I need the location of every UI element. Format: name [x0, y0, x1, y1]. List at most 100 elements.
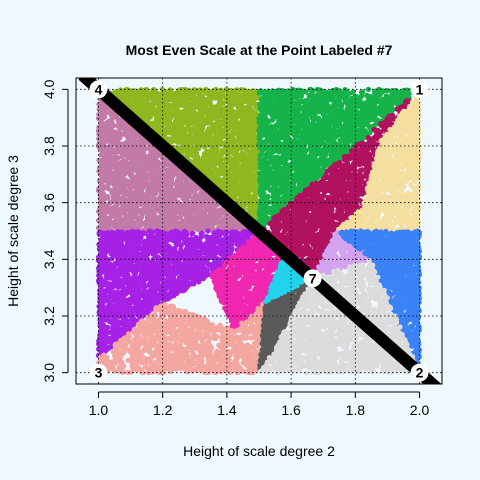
scatter-point	[338, 105, 344, 111]
scatter-point	[199, 127, 205, 133]
scatter-point	[287, 149, 293, 155]
scatter-point	[354, 101, 360, 107]
scatter-point	[262, 184, 269, 190]
scatter-point	[316, 115, 322, 121]
scatter-point	[337, 138, 343, 144]
scatter-point	[268, 142, 275, 148]
scatter-point	[214, 153, 220, 159]
scatter-point	[186, 120, 192, 126]
scatter-point	[284, 161, 290, 167]
scatter-point	[251, 160, 257, 166]
scatter-point	[310, 153, 316, 159]
scatter-point	[154, 108, 160, 114]
scatter-point	[242, 161, 248, 167]
scatter-point	[257, 165, 263, 171]
scatter-point	[396, 92, 402, 98]
scatter-point	[309, 115, 315, 121]
scatter-point	[351, 126, 357, 132]
scatter-point	[321, 117, 327, 123]
scatter-point	[191, 96, 197, 102]
scatter-point	[293, 152, 300, 158]
scatter-point	[311, 163, 317, 170]
scatter-point	[346, 91, 352, 97]
scatter-point	[348, 100, 354, 106]
scatter-point	[211, 163, 217, 169]
scatter-point	[161, 112, 167, 118]
scatter-point	[237, 174, 243, 180]
scatter-point	[392, 88, 398, 94]
scatter-point	[205, 120, 212, 126]
scatter-point	[300, 116, 306, 122]
scatter-point	[322, 109, 328, 115]
scatter-point	[321, 99, 327, 105]
scatter-point	[230, 90, 236, 96]
scatter-point	[274, 170, 280, 176]
scatter-point	[267, 172, 273, 179]
scatter-point	[238, 113, 245, 119]
scatter-point	[232, 113, 238, 119]
x-axis-label: Height of scale degree 2	[183, 443, 335, 459]
scatter-point	[264, 107, 270, 113]
scatter-point	[145, 100, 151, 106]
scatter-point	[231, 109, 237, 115]
scatter-point	[309, 93, 315, 99]
scatter-point	[266, 154, 272, 160]
scatter-point	[301, 89, 307, 95]
scatter-point	[374, 97, 380, 103]
scatter-point	[260, 189, 266, 195]
scatter-point	[262, 89, 268, 95]
scatter-point	[138, 103, 145, 110]
scatter-point	[129, 102, 135, 109]
scatter-point	[209, 147, 215, 154]
scatter-point	[248, 149, 254, 155]
scatter-point	[187, 146, 193, 152]
scatter-point	[277, 146, 283, 152]
scatter-point	[282, 100, 288, 106]
scatter-point	[289, 114, 295, 120]
scatter-point	[230, 149, 236, 155]
scatter-point	[168, 89, 174, 95]
scatter-point	[167, 111, 173, 117]
scatter-point	[365, 111, 372, 118]
scatter-point	[206, 137, 212, 143]
scatter-point	[257, 178, 263, 184]
scatter-point	[404, 87, 410, 93]
scatter-point	[361, 121, 367, 127]
scatter-point	[197, 132, 203, 138]
scatter-point	[244, 111, 250, 117]
scatter-point	[242, 118, 249, 124]
scatter-point	[331, 117, 337, 123]
scatter-point	[198, 95, 204, 101]
scatter-point	[281, 125, 287, 131]
scatter-point	[220, 148, 226, 154]
scatter-point	[343, 125, 349, 131]
scatter-point	[382, 102, 388, 108]
scatter-point	[253, 189, 259, 195]
scatter-point	[393, 98, 399, 104]
scatter-point	[149, 96, 155, 102]
scatter-point	[227, 100, 233, 106]
scatter-point	[386, 106, 392, 112]
scatter-point	[190, 153, 196, 159]
scatter-point	[274, 91, 280, 98]
scatter-point	[217, 112, 223, 118]
scatter-point	[300, 172, 307, 178]
scatter-point	[249, 91, 255, 97]
scatter-point	[246, 178, 252, 184]
scatter-point	[292, 105, 298, 111]
scatter-point	[195, 154, 201, 160]
scatter-point	[259, 215, 265, 221]
scatter-point	[375, 92, 381, 98]
scatter-point	[279, 165, 285, 172]
scatter-point	[268, 101, 274, 107]
scatter-point	[302, 111, 308, 117]
scatter-point	[273, 103, 280, 110]
scatter-point	[232, 137, 238, 143]
scatter-point	[249, 140, 255, 146]
scatter-point	[300, 98, 306, 104]
scatter-point	[202, 159, 208, 165]
scatter-point	[320, 161, 326, 167]
scatter-point	[317, 107, 323, 113]
scatter-point	[308, 173, 314, 179]
